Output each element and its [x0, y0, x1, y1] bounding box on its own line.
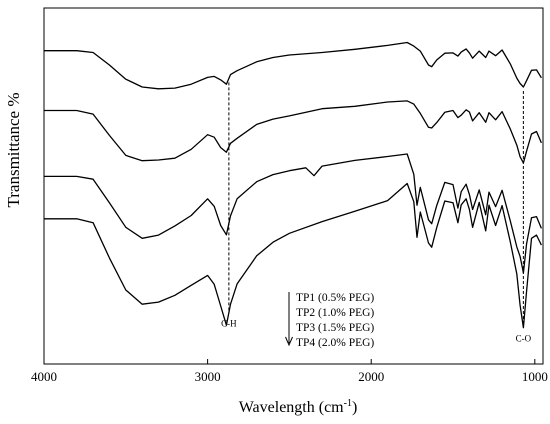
- legend-entry-tp1: TP1 (0.5% PEG): [296, 292, 374, 304]
- legend-entry-tp4: TP4 (2.0% PEG): [296, 337, 374, 349]
- legend: TP1 (0.5% PEG) TP2 (1.0% PEG) TP3 (1.5% …: [285, 292, 374, 349]
- series-line-tp1: [44, 41, 542, 90]
- series-line-tp4: [44, 182, 542, 329]
- x-tick-label: 1000: [522, 369, 548, 384]
- x-tick-label: 4000: [31, 369, 57, 384]
- y-axis-label: Transmittance %: [4, 92, 23, 207]
- legend-entry-tp2: TP2 (1.0% PEG): [296, 307, 374, 319]
- legend-arrow-head: [285, 336, 293, 347]
- x-axis-label-sup: -1: [344, 398, 352, 409]
- series-line-tp2: [44, 100, 542, 164]
- x-tick-layer: 4000 3000 2000 1000: [31, 359, 548, 384]
- x-axis-label: Wavelength (cm-1): [239, 398, 358, 416]
- x-axis-label-close: ): [352, 399, 357, 416]
- annotation-layer: C-H C-O: [221, 82, 532, 344]
- x-axis-label-main: Wavelength (cm: [239, 399, 344, 416]
- annotation-label: C-H: [221, 319, 237, 329]
- series-line-tp3: [44, 153, 543, 274]
- legend-entry-tp3: TP3 (1.5% PEG): [296, 322, 374, 334]
- annotation-label: C-O: [516, 334, 532, 344]
- x-tick-label: 3000: [195, 369, 221, 384]
- series-layer: [44, 41, 543, 329]
- plot-frame: [43, 7, 544, 365]
- x-tick-label: 2000: [358, 369, 384, 384]
